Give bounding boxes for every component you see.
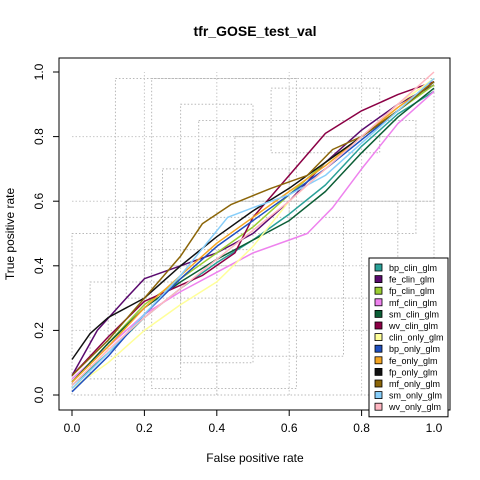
legend-swatch [374,379,383,388]
y-tick-label: 0.0 [32,386,46,403]
x-tick-label: 0.8 [353,421,370,435]
legend-label: bp_only_glm [389,344,440,354]
series-line-mf-only-glm [71,81,435,377]
legend-swatch [374,356,383,365]
legend-swatch [374,367,383,376]
y-axis-label: True positive rate [3,188,17,281]
y-tick-label: 1.0 [32,63,46,80]
legend-label: wv_clin_glm [388,321,438,331]
legend-swatch [374,298,383,307]
legend-swatch [374,275,383,284]
series-line-wv-clin-glm [71,80,435,377]
x-axis-label: False positive rate [206,451,304,465]
y-tick-label: 0.6 [32,193,46,210]
y-axis: 0.0 0.2 0.4 0.6 0.8 1.0 [32,63,60,403]
chart-title: tfr_GOSE_test_val [194,23,317,39]
series-layer [71,71,435,393]
x-tick-label: 1.0 [426,421,443,435]
legend-label: sm_only_glm [389,391,442,401]
legend-swatch [374,333,383,342]
series-line-fe-clin-glm [71,84,435,376]
legend-label: mf_only_glm [389,379,440,389]
grid-box [114,77,435,396]
x-tick-label: 0.6 [281,421,298,435]
series-line-sm-only-glm [71,77,435,390]
grid-box [125,200,399,299]
legend-label: wv_only_glm [388,402,441,412]
legend-swatch [374,309,383,318]
legend-label: clin_only_glm [389,333,444,343]
grid-box [162,168,290,267]
legend-swatch [374,263,383,272]
legend-label: fp_clin_glm [389,286,435,296]
x-tick-label: 0.2 [136,421,153,435]
legend-label: fe_only_glm [389,356,438,366]
legend-swatch [374,321,383,330]
legend-label: sm_clin_glm [389,309,439,319]
legend-swatch [374,402,383,411]
x-tick-label: 0.0 [64,421,81,435]
x-tick-label: 0.4 [208,421,225,435]
y-tick-label: 0.8 [32,128,46,145]
x-axis: 0.0 0.2 0.4 0.6 0.8 1.0 [64,409,443,435]
legend-label: fe_clin_glm [389,275,435,285]
series-line-wv-only-glm [71,71,435,386]
legend-label: bp_clin_glm [389,263,437,273]
legend-swatch [374,344,383,353]
y-tick-label: 0.4 [32,257,46,274]
legend-label: fp_only_glm [389,367,438,377]
grid-box [234,136,435,202]
y-tick-label: 0.2 [32,322,46,339]
legend-swatch [374,391,383,400]
series-line-sm-clin-glm [71,87,435,383]
legend-swatch [374,286,383,295]
grid-box [107,216,344,357]
series-line-fe-only-glm [71,81,435,383]
legend-label: mf_clin_glm [389,298,437,308]
